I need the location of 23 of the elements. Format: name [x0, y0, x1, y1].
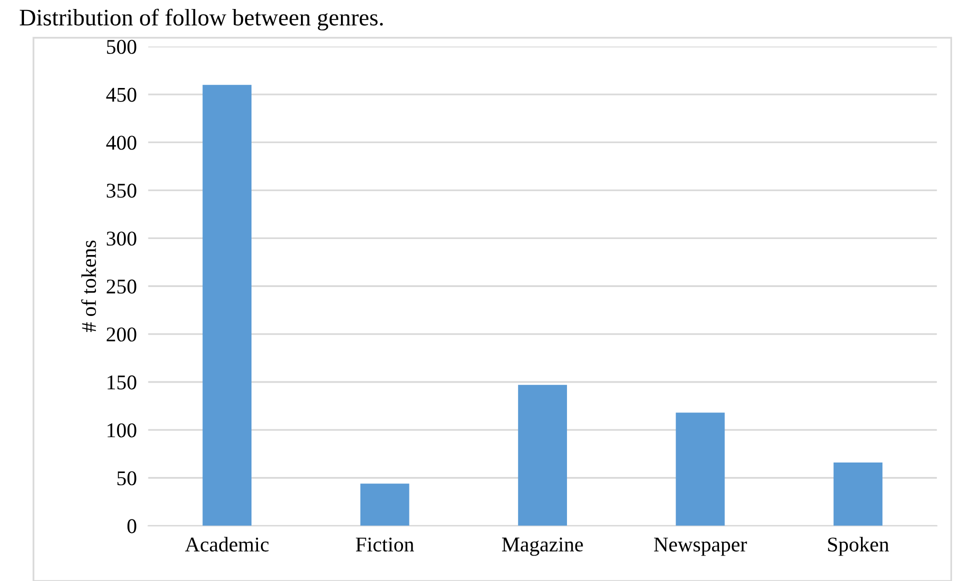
bar [360, 484, 410, 526]
bar [676, 412, 725, 526]
y-tick-label: 0 [127, 519, 136, 534]
x-tick-label: Spoken [828, 536, 889, 556]
bar [518, 384, 567, 526]
y-tick-label: 200 [106, 327, 136, 342]
bar [834, 462, 882, 526]
y-tick-label: 50 [117, 471, 136, 486]
x-tick-label: Magazine [502, 538, 583, 556]
y-tick-label: 250 [106, 280, 136, 294]
x-tick-label: Academic [185, 536, 269, 552]
bar [202, 84, 252, 526]
y-tick-label: 450 [106, 88, 136, 102]
y-axis-title: # of tokens [81, 240, 96, 332]
y-tick-label: 150 [108, 375, 136, 390]
y-tick-label: 350 [106, 184, 136, 198]
y-tick-label: 500 [107, 40, 136, 54]
y-tick-label: 400 [106, 136, 136, 150]
x-tick-label: Newspaper [654, 538, 747, 556]
chart-title: Distribution of follow between genres. [20, 8, 383, 30]
y-tick-label: 100 [108, 423, 136, 438]
x-tick-label: Fiction [356, 538, 414, 552]
y-tick-label: 300 [106, 232, 136, 246]
